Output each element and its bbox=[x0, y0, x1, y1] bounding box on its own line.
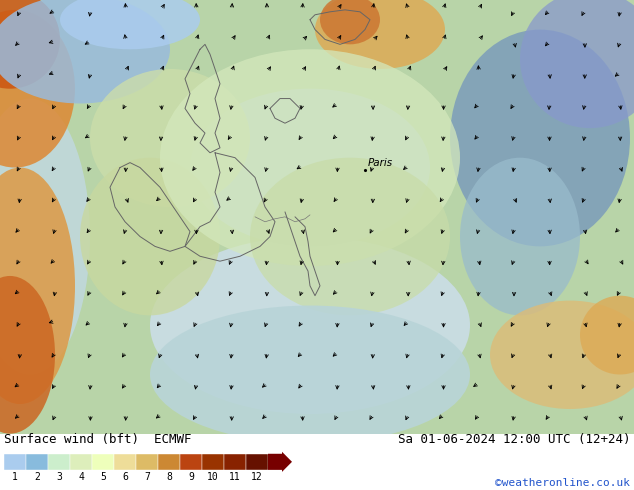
Bar bbox=[158, 454, 180, 470]
Bar bbox=[224, 454, 246, 470]
Ellipse shape bbox=[190, 89, 430, 246]
Ellipse shape bbox=[60, 0, 200, 49]
Ellipse shape bbox=[250, 158, 450, 316]
Ellipse shape bbox=[0, 0, 60, 89]
Ellipse shape bbox=[490, 300, 634, 409]
Ellipse shape bbox=[0, 0, 170, 103]
Bar bbox=[70, 454, 92, 470]
Ellipse shape bbox=[0, 10, 75, 168]
Bar bbox=[136, 454, 158, 470]
Text: Sa 01-06-2024 12:00 UTC (12+24): Sa 01-06-2024 12:00 UTC (12+24) bbox=[398, 433, 630, 446]
Text: 7: 7 bbox=[144, 472, 150, 482]
Ellipse shape bbox=[520, 0, 634, 128]
Bar bbox=[202, 454, 224, 470]
Text: 6: 6 bbox=[122, 472, 128, 482]
Ellipse shape bbox=[580, 295, 634, 374]
Bar bbox=[246, 454, 268, 470]
Text: 1: 1 bbox=[12, 472, 18, 482]
Text: 3: 3 bbox=[56, 472, 62, 482]
FancyArrow shape bbox=[268, 452, 292, 472]
Text: 12: 12 bbox=[251, 472, 263, 482]
Ellipse shape bbox=[450, 29, 630, 246]
Ellipse shape bbox=[315, 0, 445, 69]
Text: 10: 10 bbox=[207, 472, 219, 482]
Ellipse shape bbox=[0, 168, 75, 404]
Ellipse shape bbox=[0, 98, 90, 374]
Ellipse shape bbox=[160, 49, 460, 266]
Bar bbox=[48, 454, 70, 470]
Ellipse shape bbox=[150, 237, 470, 414]
Text: 4: 4 bbox=[78, 472, 84, 482]
Text: 11: 11 bbox=[229, 472, 241, 482]
Text: 9: 9 bbox=[188, 472, 194, 482]
Ellipse shape bbox=[460, 158, 580, 316]
Text: 2: 2 bbox=[34, 472, 40, 482]
Bar bbox=[180, 454, 202, 470]
Ellipse shape bbox=[90, 69, 250, 207]
Ellipse shape bbox=[0, 276, 55, 434]
Ellipse shape bbox=[80, 158, 220, 316]
Text: ©weatheronline.co.uk: ©weatheronline.co.uk bbox=[495, 478, 630, 488]
Ellipse shape bbox=[320, 0, 380, 45]
Bar bbox=[4, 454, 26, 470]
Bar bbox=[92, 454, 114, 470]
Text: 5: 5 bbox=[100, 472, 106, 482]
Bar bbox=[114, 454, 136, 470]
Text: Paris: Paris bbox=[368, 158, 393, 168]
Text: Surface wind (bft)  ECMWF: Surface wind (bft) ECMWF bbox=[4, 433, 191, 446]
Ellipse shape bbox=[150, 306, 470, 443]
Text: 8: 8 bbox=[166, 472, 172, 482]
Bar bbox=[26, 454, 48, 470]
